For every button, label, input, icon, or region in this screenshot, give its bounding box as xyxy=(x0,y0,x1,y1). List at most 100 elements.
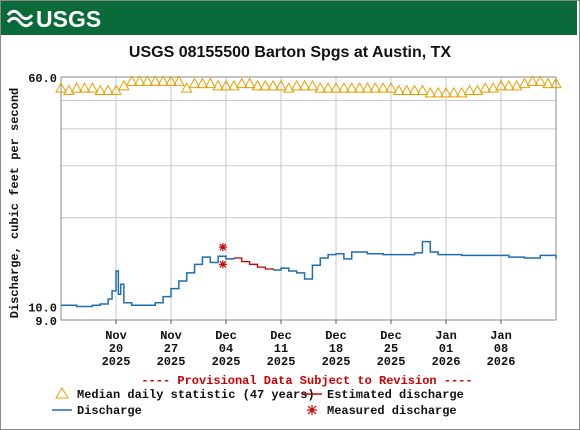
provisional-note: ---- Provisional Data Subject to Revisio… xyxy=(141,374,472,388)
median-point xyxy=(283,82,295,93)
x-tick-label: Nov xyxy=(105,329,127,343)
x-tick-label: 2025 xyxy=(102,355,131,369)
usgs-wave-icon xyxy=(7,9,33,28)
legend-item: Measured discharge xyxy=(307,404,457,418)
x-tick-label: Jan xyxy=(490,329,512,343)
median-point xyxy=(330,82,342,93)
median-point xyxy=(298,79,311,91)
legend: Median daily statistic (47 years) Estimat… xyxy=(52,387,464,418)
median-point xyxy=(165,75,177,86)
discharge-line xyxy=(61,255,235,308)
x-tick-label: 2025 xyxy=(377,355,406,369)
x-tick-label: 01 xyxy=(439,342,453,356)
usgs-banner: USGS xyxy=(1,1,577,35)
median-point xyxy=(235,77,248,89)
legend-item: Discharge xyxy=(52,404,142,418)
median-point xyxy=(63,84,75,95)
median-point xyxy=(125,75,138,86)
median-point xyxy=(141,75,154,86)
x-tick-label: 2026 xyxy=(487,355,516,369)
discharge-line xyxy=(273,240,557,280)
median-point xyxy=(290,79,303,91)
x-tick-label: Dec xyxy=(215,329,237,343)
median-point xyxy=(416,84,429,95)
median-point xyxy=(369,82,382,93)
median-point xyxy=(322,82,334,93)
median-point xyxy=(188,77,201,89)
x-tick-label: 2026 xyxy=(432,355,461,369)
measured-point xyxy=(218,260,227,269)
x-tick-label: 08 xyxy=(494,342,508,356)
x-tick-label: 25 xyxy=(384,342,398,356)
measured-point xyxy=(218,243,227,252)
x-tick-label: Dec xyxy=(325,329,347,343)
median-point xyxy=(503,79,515,91)
x-tick-label: Dec xyxy=(270,329,292,343)
x-tick-label: 11 xyxy=(274,342,288,356)
median-point xyxy=(94,84,107,95)
x-tick-label: 18 xyxy=(329,342,343,356)
legend-label: Measured discharge xyxy=(327,404,457,418)
x-tick-label: 20 xyxy=(109,342,123,356)
median-point xyxy=(133,75,146,86)
x-tick-label: 27 xyxy=(164,342,178,356)
x-tick-label: 2025 xyxy=(267,355,296,369)
median-point xyxy=(550,77,562,89)
median-point xyxy=(361,82,374,93)
median-point xyxy=(487,82,499,93)
x-tick-label: 04 xyxy=(219,342,233,356)
median-point xyxy=(518,77,531,89)
x-tick-label: 2025 xyxy=(322,355,351,369)
series-layer xyxy=(55,75,562,308)
median-point xyxy=(212,79,224,91)
median-point xyxy=(275,79,287,91)
median-point xyxy=(408,84,421,95)
median-point xyxy=(385,82,397,93)
median-point xyxy=(471,84,484,95)
median-point xyxy=(338,82,350,93)
median-point xyxy=(102,84,114,95)
median-point xyxy=(440,86,452,98)
y-tick-label: 10.0 xyxy=(28,302,57,316)
median-point xyxy=(204,77,217,89)
grid xyxy=(61,77,556,320)
median-point xyxy=(55,82,67,93)
x-tick-label: 2025 xyxy=(157,355,186,369)
axis-ticks: Nov202025Nov272025Dec042025Dec112025Dec1… xyxy=(28,72,515,369)
median-point xyxy=(353,82,366,93)
median-point xyxy=(267,79,279,91)
median-point xyxy=(173,75,185,86)
triangle-marker-icon xyxy=(55,387,69,399)
x-tick-label: Jan xyxy=(435,329,457,343)
estimated-discharge-line xyxy=(233,257,274,270)
legend-label: Estimated discharge xyxy=(327,388,464,402)
legend-label: Median daily statistic (47 years) xyxy=(77,388,315,402)
median-point xyxy=(196,77,209,89)
median-point xyxy=(243,77,256,89)
median-point xyxy=(306,79,319,91)
x-tick-label: Dec xyxy=(380,329,402,343)
median-point xyxy=(157,75,169,86)
median-point xyxy=(86,82,99,93)
median-point xyxy=(220,79,232,91)
legend-label: Discharge xyxy=(77,404,142,418)
median-point xyxy=(70,82,83,93)
usgs-logo-text: USGS xyxy=(36,5,102,32)
usgs-logo[interactable]: USGS xyxy=(7,6,101,32)
legend-item: Estimated discharge xyxy=(302,388,464,402)
y-tick-label: 9.0 xyxy=(35,315,57,329)
y-axis-label: Discharge, cubic feet per second xyxy=(8,88,22,318)
x-tick-label: Nov xyxy=(160,329,182,343)
median-point xyxy=(463,84,476,95)
chart-title: USGS 08155500 Barton Spgs at Austin, TX xyxy=(128,44,452,61)
median-point xyxy=(495,79,507,91)
legend-item: Median daily statistic (47 years) xyxy=(55,387,315,402)
median-point xyxy=(432,86,444,98)
asterisk-marker-icon xyxy=(307,405,317,415)
median-point xyxy=(228,79,240,91)
median-point xyxy=(526,75,539,86)
median-point xyxy=(149,75,162,86)
median-point xyxy=(78,82,91,93)
median-point xyxy=(455,86,468,98)
